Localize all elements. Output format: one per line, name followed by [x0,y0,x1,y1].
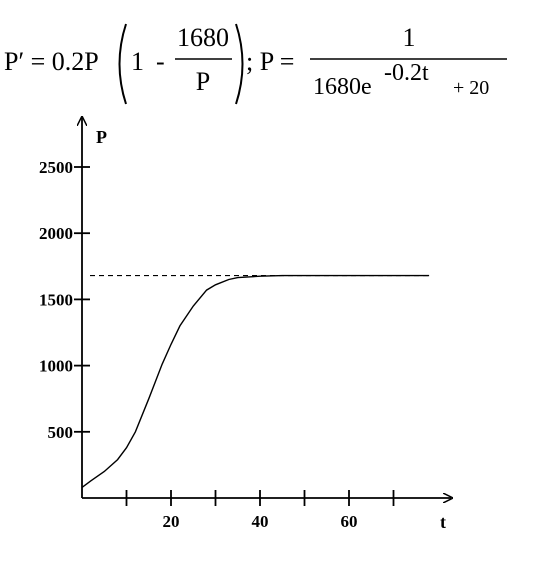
equation-fraction-denominator: P [196,67,210,96]
equation-one: 1 [131,47,144,76]
equation-fraction-numerator: 1680 [177,23,229,52]
x-axis-label: t [440,512,446,532]
y-ticks: 500 1000 1500 2000 2500 [39,158,90,442]
logistic-chart: 20 40 60 500 1000 1500 2000 2500 t P [39,110,554,532]
rhs-denominator-tail: + 20 [453,77,489,99]
right-paren [235,23,244,105]
y-tick-label-1500: 1500 [39,290,73,309]
x-tick-label-40: 40 [252,512,269,531]
y-tick-label-2500: 2500 [39,158,73,177]
y-tick-label-1000: 1000 [39,357,73,376]
y-axis-label: P [96,127,107,147]
equation: P′ = 0.2P 1 - 1680 P ; P = 1 1680e -0.2t… [4,23,507,105]
equation-separator: ; P = [246,47,294,76]
y-tick-label-2000: 2000 [39,224,73,243]
rhs-denominator-base: 1680e [313,74,372,100]
equation-lhs: P′ = 0.2P [4,47,99,76]
left-paren [118,23,127,105]
equation-minus: - [156,47,165,76]
logistic-curve [81,274,430,488]
rhs-denominator-exponent: -0.2t [384,60,429,86]
y-tick-label-500: 500 [48,423,74,442]
x-tick-label-60: 60 [341,512,358,531]
plot-area: 20 40 60 500 1000 1500 2000 2500 t P [39,118,451,532]
x-ticks: 20 40 60 [125,490,395,531]
rhs-numerator: 1 [403,23,416,52]
x-tick-label-20: 20 [163,512,180,531]
